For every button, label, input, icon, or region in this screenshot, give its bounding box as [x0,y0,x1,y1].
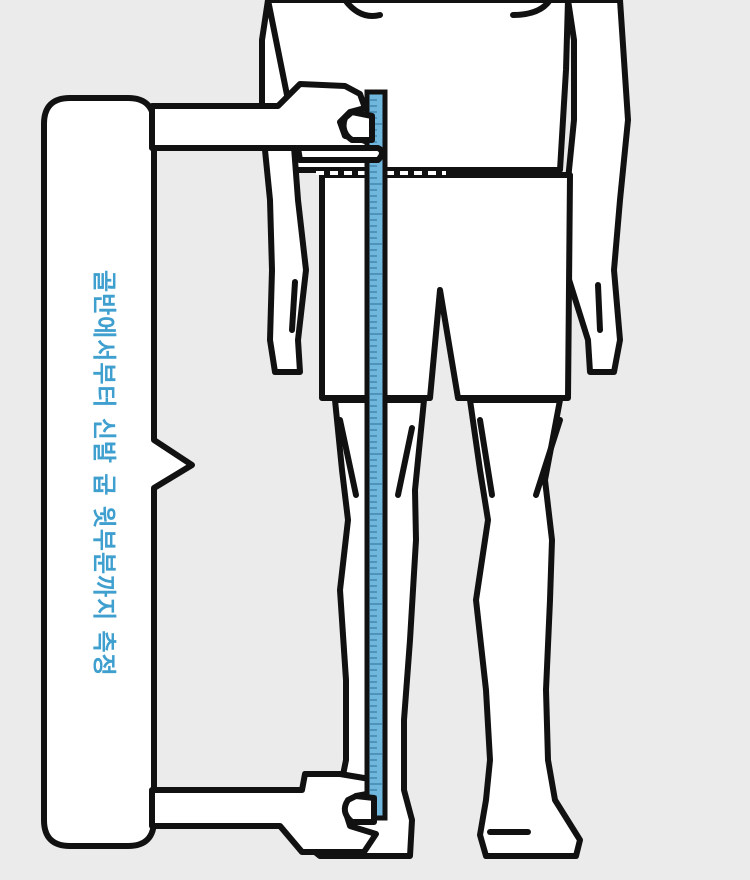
measuring-ruler-icon [364,89,388,821]
knee-line [477,417,495,498]
right-leg [467,397,583,859]
hand-icon [341,793,377,825]
callout-text: 골반에서부터 신발 굽 윗부분까지 측정 [90,269,118,677]
right-thumb [595,282,603,333]
left-thumb [289,279,298,333]
left-leg [297,397,427,859]
knee-line [395,425,415,498]
knee-line [533,417,563,498]
neckline [342,0,383,19]
shorts [319,172,573,401]
right-arm [563,0,631,375]
neckline [510,0,553,18]
hand-icon [295,109,385,163]
knee-line [337,417,359,498]
